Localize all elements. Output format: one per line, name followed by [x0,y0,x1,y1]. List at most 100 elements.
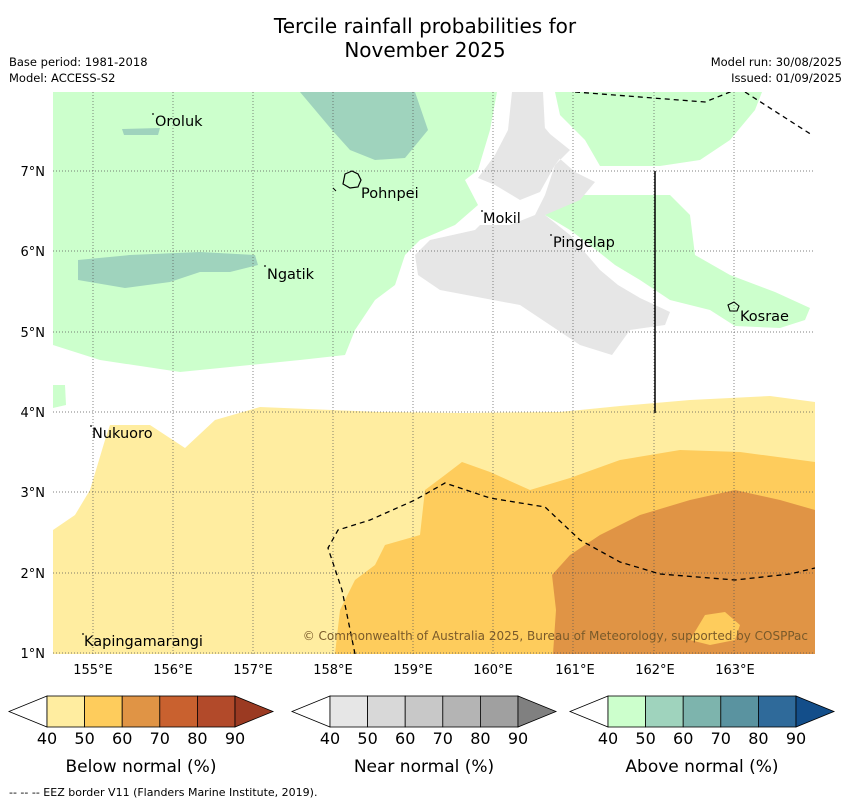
lon-tick: 163°E [715,663,755,678]
legend-tick: 40 [320,729,340,748]
legend-extend-high [517,695,558,728]
legend-tick: 80 [748,729,768,748]
place-label-kapingamarangi: Kapingamarangi [84,634,203,650]
base-period: Base period: 1981-2018 [9,55,148,69]
legend-near-normal: 40 50 60 70 80 90 Near normal (%) [290,695,558,777]
legend-tick: 70 [433,729,453,748]
map-title: Tercile rainfall probabilities for Novem… [0,14,850,62]
near-normal-40-region-north [478,92,565,200]
legend-swatch [159,695,198,728]
pohnpei-island [342,170,362,189]
lon-tick: 161°E [555,663,595,678]
legend-swatch [329,695,368,728]
place-label-pohnpei: Pohnpei [361,186,419,202]
above-normal-40-region [53,92,497,372]
longitude-ticks: 155°E 156°E 157°E 158°E 159°E 160°E 161°… [73,663,755,678]
lat-tick: 1°N [21,647,46,662]
above-normal-40-region-kosrae [545,195,810,328]
legend-swatch [84,695,123,728]
legend-tick: 60 [395,729,415,748]
legend-swatch [121,695,161,728]
above-normal-50-region [300,92,428,160]
legend-tick: 50 [74,729,94,748]
issued-date: Issued: 01/09/2025 [731,71,842,85]
legend-tick: 90 [786,729,806,748]
legend-tick: 70 [150,729,170,748]
copyright-notice: © Commonwealth of Australia 2025, Bureau… [303,629,808,643]
place-label-oroluk: Oroluk [155,114,203,130]
above-normal-40-region-west-edge [53,385,66,408]
meta-right: Model run: 30/08/2025 Issued: 01/09/2025 [711,54,842,86]
lon-tick: 159°E [393,663,433,678]
lat-tick: 4°N [21,406,46,421]
legend-extend-low [7,695,48,728]
legend-tick: 70 [711,729,731,748]
lat-tick: 3°N [21,486,46,501]
footnote: -- -- -- EEZ border V11 (Flanders Marine… [9,786,318,799]
legend-swatch [196,695,236,728]
legend-tick: 40 [598,729,618,748]
legend-extend-low [568,695,609,728]
legend-tick: 50 [635,729,655,748]
lon-tick: 160°E [473,663,513,678]
eez-borders [327,92,815,654]
legend-swatch [607,695,646,728]
lon-tick: 157°E [233,663,273,678]
legend-tick: 40 [37,729,57,748]
place-label-nukuoro: Nukuoro [92,426,153,442]
model-name: Model: ACCESS-S2 [9,71,116,85]
legend-swatch [720,695,759,728]
near-normal-40-region [415,92,670,355]
legend-tick: 50 [357,729,377,748]
legend-tick: 60 [673,729,693,748]
ant-atoll-mark [332,187,337,192]
legend-swatch [682,695,722,728]
above-normal-50-region-oroluk [122,128,160,135]
legend-swatch [645,695,684,728]
legend-extend-high [795,695,836,728]
title-line-1: Tercile rainfall probabilities for [273,14,577,38]
lon-tick: 155°E [73,663,113,678]
lat-tick: 7°N [21,165,46,180]
legend-swatch [404,695,444,728]
below-normal-60-region [552,490,815,654]
legend-above-normal: 40 50 60 70 80 90 Above normal (%) [568,695,836,777]
lat-tick: 6°N [21,245,46,260]
model-run: Model run: 30/08/2025 [710,55,842,69]
map-area: Oroluk Pohnpei Mokil Pingelap Ngatik Kos… [53,92,815,654]
latitude-ticks: 1°N 2°N 3°N 4°N 5°N 6°N 7°N [21,165,46,662]
legend-caption: Below normal (%) [66,757,217,777]
legend-tick: 90 [508,729,528,748]
legend-caption: Near normal (%) [354,757,494,777]
legend-swatch [442,695,481,728]
legend-caption: Above normal (%) [625,757,778,777]
legend-below-normal: 40 50 60 70 80 90 Below normal (%) [7,695,275,777]
legend-extend-low [290,695,331,728]
lat-tick: 2°N [21,567,46,582]
lon-tick: 156°E [153,663,193,678]
above-normal-40-region-east [555,92,762,166]
legend-tick: 80 [470,729,490,748]
place-markers [82,113,552,635]
legend-extend-high [234,695,275,728]
below-normal-50-inset [690,612,740,645]
title-line-2: November 2025 [344,38,506,62]
place-label-pingelap: Pingelap [553,235,615,251]
meta-left: Base period: 1981-2018 Model: ACCESS-S2 [9,54,148,86]
legend-tick: 60 [112,729,132,748]
legend-tick: 90 [225,729,245,748]
legend-swatch [46,695,85,728]
lon-tick: 162°E [635,663,675,678]
legend-swatch [758,695,797,728]
legend-tick: 80 [187,729,207,748]
gridlines [53,92,815,654]
lon-tick: 158°E [313,663,353,678]
legend-swatch [367,695,406,728]
legend-swatch [479,695,519,728]
place-labels: Oroluk Pohnpei Mokil Pingelap Ngatik Kos… [84,114,789,650]
place-label-kosrae: Kosrae [740,309,789,325]
legend-colorbars: 40 50 60 70 80 90 Below normal (%) 40 50 60 70 80 90… [7,695,836,777]
place-label-mokil: Mokil [483,211,521,227]
kosrae-island [727,301,740,312]
